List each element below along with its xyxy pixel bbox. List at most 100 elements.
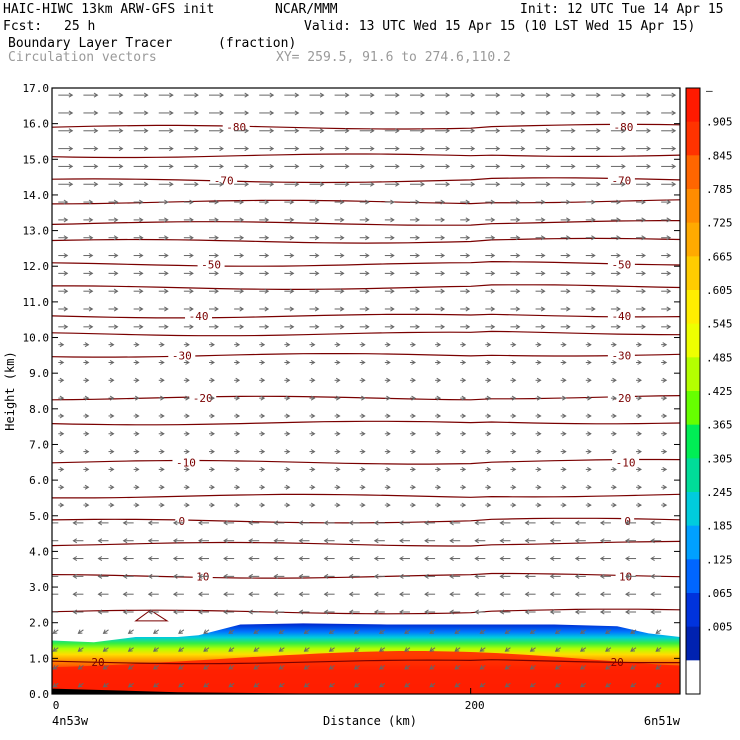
wind-vector-head bbox=[68, 181, 74, 187]
wind-vector-head bbox=[580, 665, 585, 670]
wind-vector-head bbox=[373, 520, 379, 526]
wind-vector bbox=[103, 665, 109, 670]
wind-vector-head bbox=[454, 665, 460, 670]
wind-vector-head bbox=[486, 502, 492, 508]
wind-vector-head bbox=[378, 665, 384, 670]
wind-vector-head bbox=[373, 556, 379, 562]
wind-vector-head bbox=[571, 146, 576, 152]
wind-vector-head bbox=[571, 110, 576, 116]
xy-range: XY= 259.5, 91.6 to 274.6,110.2 bbox=[276, 50, 511, 65]
circulation-vectors bbox=[48, 92, 677, 688]
wind-vector-head bbox=[587, 342, 592, 348]
wind-vector-head bbox=[348, 591, 354, 597]
wind-vector-head bbox=[294, 163, 300, 169]
wind-vector-head bbox=[109, 359, 115, 365]
wind-vector bbox=[128, 665, 134, 670]
wind-vector-head bbox=[48, 574, 51, 578]
wind-vector-head bbox=[285, 502, 291, 508]
wind-vector-head bbox=[440, 288, 446, 294]
wind-vector-head bbox=[515, 235, 521, 241]
wind-vector-head bbox=[84, 431, 90, 437]
wind-vector-head bbox=[335, 466, 341, 472]
wind-vector-head bbox=[294, 181, 300, 187]
wind-vector bbox=[605, 629, 612, 634]
wind-vector-head bbox=[424, 520, 429, 526]
wind-vector-head bbox=[185, 395, 190, 401]
wind-vector-head bbox=[113, 270, 119, 276]
wind-vector-head bbox=[474, 609, 479, 615]
wind-vector-head bbox=[63, 199, 69, 205]
wind-vector-head bbox=[244, 92, 250, 98]
colorbar-label: .245 bbox=[706, 486, 733, 499]
wind-vector-head bbox=[63, 270, 69, 276]
contour-label: -30 bbox=[172, 349, 192, 362]
colorbar-label: – bbox=[706, 84, 713, 97]
wind-vector-head bbox=[424, 591, 429, 597]
wind-vector-head bbox=[335, 431, 341, 437]
wind-vector bbox=[78, 665, 84, 670]
wind-vector-head bbox=[621, 163, 626, 169]
wind-vector-head bbox=[239, 253, 245, 259]
wind-vector-head bbox=[566, 253, 571, 259]
wind-vector-head bbox=[260, 466, 266, 472]
wind-vector-head bbox=[495, 92, 501, 98]
wind-vector-head bbox=[102, 629, 108, 634]
wind-vector-head bbox=[429, 629, 435, 634]
wind-vector-head bbox=[244, 128, 250, 134]
wind-vector-head bbox=[574, 520, 580, 526]
wind-vector-head bbox=[244, 163, 250, 169]
wind-vector-head bbox=[449, 609, 454, 615]
colorbar-swatch bbox=[686, 391, 700, 426]
contour-line bbox=[52, 572, 680, 579]
wind-vector-head bbox=[370, 163, 375, 169]
wind-vector-head bbox=[134, 342, 140, 348]
wind-vector-head bbox=[147, 556, 153, 562]
wind-vector-head bbox=[395, 181, 400, 187]
wind-vector-head bbox=[169, 146, 174, 152]
wind-vector-head bbox=[470, 110, 476, 116]
wind-vector-head bbox=[134, 413, 140, 419]
wind-vector-head bbox=[84, 359, 90, 365]
wind-vector-head bbox=[178, 682, 183, 688]
wind-vector-head bbox=[415, 324, 420, 330]
contour-label-bg bbox=[607, 258, 635, 271]
wind-vector-head bbox=[143, 110, 149, 116]
wind-vector-head bbox=[214, 324, 219, 330]
wind-vector-head bbox=[310, 431, 316, 437]
wind-vector bbox=[52, 682, 59, 688]
wind-vector-head bbox=[415, 199, 420, 205]
wind-vector-head bbox=[404, 682, 410, 688]
wind-vector-head bbox=[499, 591, 505, 597]
wind-vector-head bbox=[479, 682, 485, 688]
wind-vector-head bbox=[294, 146, 300, 152]
wind-vector-head bbox=[210, 377, 215, 383]
valid-time: Valid: 13 UTC Wed 15 Apr 15 (10 LST Wed … bbox=[304, 19, 696, 34]
wind-vector-head bbox=[616, 306, 621, 312]
wind-vector-head bbox=[273, 591, 279, 597]
wind-vector-head bbox=[118, 128, 124, 134]
wind-vector-head bbox=[365, 199, 370, 205]
wind-vector-head bbox=[461, 502, 467, 508]
wind-vector-head bbox=[445, 146, 451, 152]
wind-vector-head bbox=[260, 359, 266, 365]
wind-vector-head bbox=[461, 395, 467, 401]
wind-vector-head bbox=[637, 359, 642, 365]
wind-vector-head bbox=[499, 538, 505, 544]
wind-vector-head bbox=[235, 395, 241, 401]
wind-vector-head bbox=[566, 270, 571, 276]
wind-vector-head bbox=[72, 538, 78, 544]
wind-vector-head bbox=[612, 466, 617, 472]
wind-vector-head bbox=[172, 538, 178, 544]
wind-vector-head bbox=[562, 395, 567, 401]
wind-vector-head bbox=[495, 110, 501, 116]
wind-vector-head bbox=[650, 556, 655, 562]
wind-vector-head bbox=[194, 163, 199, 169]
wind-vector-head bbox=[328, 682, 334, 688]
wind-vector-head bbox=[93, 181, 99, 187]
wind-vector-head bbox=[143, 163, 149, 169]
wind-vector-head bbox=[113, 235, 119, 241]
y-tick-label: 1.0 bbox=[29, 652, 49, 665]
contour-line bbox=[52, 220, 680, 226]
wind-vector-head bbox=[540, 288, 546, 294]
wind-vector-head bbox=[264, 253, 270, 259]
